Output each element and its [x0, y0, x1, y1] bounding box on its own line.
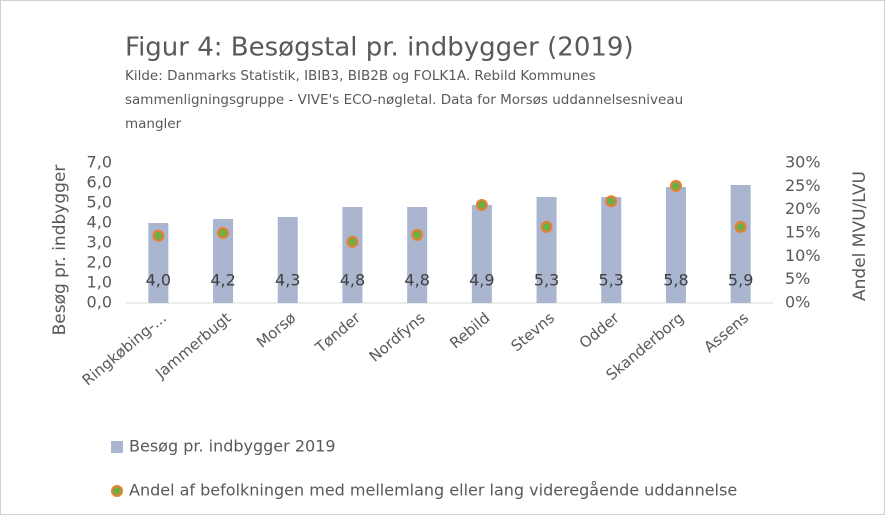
dot	[152, 229, 165, 242]
y2-axis-label: Andel MVU/LVU	[850, 171, 870, 301]
chart-title: Figur 4: Besøgstal pr. indbygger (2019)	[125, 33, 634, 63]
dot	[475, 199, 488, 211]
y-tick-label: 1,0	[87, 273, 112, 292]
y-tick-label: 2,0	[87, 253, 112, 272]
y-tick-label: 5,0	[87, 193, 112, 212]
y2-tick-label: 20%	[785, 199, 821, 218]
data-label: 4,9	[469, 271, 494, 290]
bar	[148, 223, 169, 303]
bar	[730, 185, 751, 303]
bar	[665, 187, 686, 303]
y-tick-label: 6,0	[87, 173, 112, 192]
data-label: 4,0	[146, 271, 171, 290]
dot	[411, 228, 424, 241]
bar	[601, 197, 622, 303]
y-axis-label: Besøg pr. indbygger	[50, 165, 70, 336]
y-tick-label: 3,0	[87, 233, 112, 252]
data-label: 5,9	[728, 271, 753, 290]
bar	[342, 207, 363, 303]
chart-subtitle: mangler	[125, 116, 182, 132]
data-label: 4,2	[210, 271, 235, 290]
dot	[734, 220, 747, 233]
y-tick-label: 4,0	[87, 213, 112, 232]
bar	[407, 207, 428, 303]
dot	[540, 220, 553, 233]
bar	[536, 197, 557, 303]
data-label: 5,8	[663, 271, 688, 290]
y2-tick-label: 5%	[785, 269, 810, 288]
data-label: 5,3	[534, 271, 559, 290]
bar	[471, 205, 492, 303]
y-tick-label: 0,0	[87, 293, 112, 312]
y2-tick-label: 10%	[785, 246, 821, 265]
chart-subtitle: sammenligningsgruppe - VIVE's ECO-nøglet…	[125, 92, 683, 108]
data-label: 4,3	[275, 271, 300, 290]
dot	[217, 227, 230, 239]
data-label: 4,8	[404, 271, 429, 290]
y-tick-label: 7,0	[87, 153, 112, 172]
y2-tick-label: 30%	[785, 153, 821, 172]
legend-label: Andel af befolkningen med mellemlang ell…	[129, 481, 737, 500]
legend-marker	[111, 485, 123, 497]
dot	[669, 179, 682, 192]
dot	[346, 235, 359, 248]
y2-tick-label: 15%	[785, 223, 821, 242]
y2-tick-label: 25%	[785, 176, 821, 195]
data-label: 4,8	[340, 271, 365, 290]
y2-tick-label: 0%	[785, 293, 810, 312]
bar	[277, 217, 298, 303]
chart-subtitle: Kilde: Danmarks Statistik, IBIB3, BIB2B …	[125, 68, 596, 84]
data-label: 5,3	[599, 271, 624, 290]
dot	[605, 195, 618, 208]
legend-label: Besøg pr. indbygger 2019	[129, 437, 336, 456]
bar	[213, 219, 234, 303]
legend-marker	[111, 441, 123, 453]
